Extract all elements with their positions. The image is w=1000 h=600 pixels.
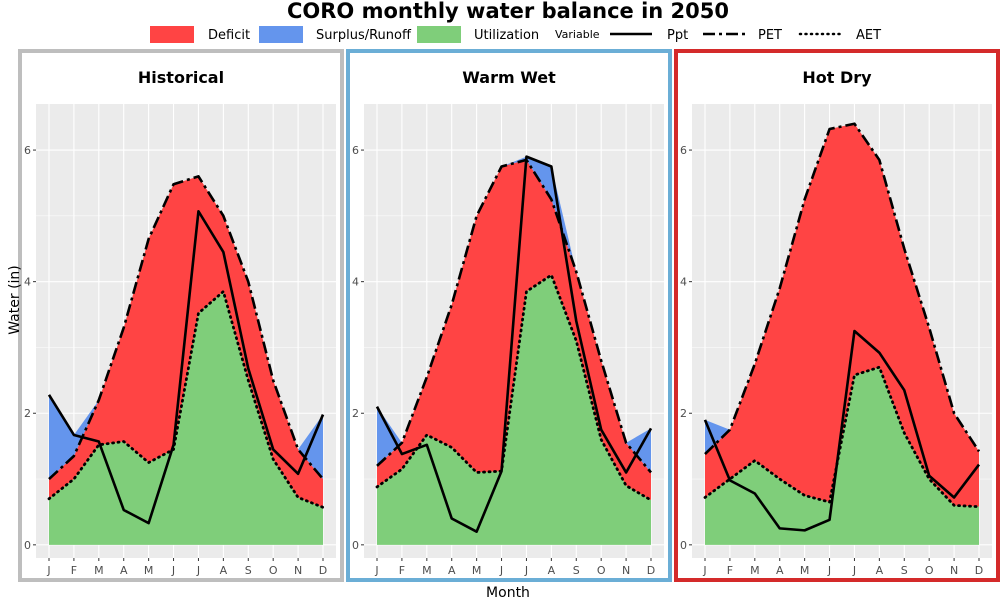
- x-tick-label: J: [46, 564, 50, 577]
- legend-line-title: Variable: [555, 28, 600, 41]
- x-axis-label: Month: [486, 585, 530, 600]
- x-tick-label: J: [852, 564, 856, 577]
- legend-label-utilization: Utilization: [474, 28, 539, 43]
- y-axis-label: Water (in): [7, 265, 23, 335]
- x-tick-label: D: [319, 564, 327, 577]
- series-line-aet: [703, 365, 981, 509]
- panel-border: [674, 49, 1000, 582]
- y-tick-label: 4: [24, 276, 31, 289]
- panel-hot-dry: 0 2 4 6 J F M A M J J A S O N D Hot Dry: [674, 49, 1000, 582]
- x-tick-label: M: [472, 564, 482, 577]
- x-tick-label: N: [622, 564, 630, 577]
- x-tick-label: M: [422, 564, 432, 577]
- panel-warm-wet: 0 2 4 6 J F M A M J J A S O N D Warm Wet: [346, 49, 672, 582]
- series-line-aet: [375, 273, 653, 502]
- series-line-pet: [48, 175, 324, 480]
- series-line-pet: [704, 122, 981, 455]
- x-tick-label: A: [120, 564, 128, 577]
- panel-border: [346, 49, 672, 582]
- area-deficit: [49, 176, 323, 508]
- x-tick-label: N: [294, 564, 302, 577]
- x-tick-label: J: [827, 564, 831, 577]
- series-line-ppt: [703, 329, 981, 532]
- legend-swatch-utilization: [417, 26, 461, 43]
- x-tick-label: J: [702, 564, 706, 577]
- y-tick-label: 2: [352, 407, 359, 420]
- x-tick-label: A: [776, 564, 784, 577]
- x-tick-label: J: [524, 564, 528, 577]
- y-tick-label: 6: [352, 144, 359, 157]
- x-tick-label: J: [374, 564, 378, 577]
- x-tick-label: O: [925, 564, 934, 577]
- x-tick-label: M: [144, 564, 154, 577]
- x-tick-label: M: [800, 564, 810, 577]
- legend-swatch-deficit: [150, 26, 194, 43]
- y-tick-label: 6: [24, 144, 31, 157]
- x-tick-label: S: [573, 564, 580, 577]
- x-tick-label: O: [597, 564, 606, 577]
- x-tick-label: S: [245, 564, 252, 577]
- panel-title: Historical: [138, 68, 224, 87]
- x-tick-label: F: [399, 564, 405, 577]
- chart-title: CORO monthly water balance in 2050: [287, 0, 729, 23]
- series-line-ppt: [375, 155, 653, 533]
- panel-title: Hot Dry: [802, 68, 872, 87]
- x-tick-label: A: [548, 564, 556, 577]
- legend: Deficit Surplus/Runoff Utilization Variable…: [150, 26, 881, 43]
- x-tick-label: M: [94, 564, 104, 577]
- y-tick-label: 0: [352, 539, 359, 552]
- x-tick-label: J: [499, 564, 503, 577]
- y-tick-label: 0: [24, 539, 31, 552]
- legend-label-deficit: Deficit: [208, 28, 250, 43]
- panel-title: Warm Wet: [462, 68, 556, 87]
- x-tick-label: M: [750, 564, 760, 577]
- series-line-aet: [47, 290, 325, 509]
- x-tick-label: D: [975, 564, 983, 577]
- x-tick-label: A: [876, 564, 884, 577]
- area-utilization: [705, 367, 979, 545]
- panel-border: [18, 49, 344, 582]
- y-tick-label: 6: [680, 144, 687, 157]
- x-tick-label: J: [171, 564, 175, 577]
- y-tick-label: 4: [352, 276, 359, 289]
- legend-label-pet: PET: [758, 28, 782, 43]
- x-tick-label: F: [71, 564, 77, 577]
- x-tick-label: D: [647, 564, 655, 577]
- legend-label-aet: AET: [856, 28, 881, 43]
- legend-swatch-surplus-runoff: [259, 26, 303, 43]
- facet-panels: 0 2 4 6 J F M A M J J A S O N D Historical 0 2 4 6 J F M A M J J A S O…: [18, 49, 1000, 582]
- series-line-pet: [376, 158, 652, 474]
- x-tick-label: A: [448, 564, 456, 577]
- area-utilization: [377, 275, 651, 545]
- series-line-ppt: [47, 209, 325, 525]
- x-tick-label: A: [220, 564, 228, 577]
- x-tick-label: S: [901, 564, 908, 577]
- x-tick-label: O: [269, 564, 278, 577]
- y-tick-label: 2: [680, 407, 687, 420]
- area-utilization: [49, 291, 323, 545]
- y-tick-label: 0: [680, 539, 687, 552]
- x-tick-label: J: [196, 564, 200, 577]
- x-tick-label: N: [950, 564, 958, 577]
- y-tick-label: 4: [680, 276, 687, 289]
- panel-historical: 0 2 4 6 J F M A M J J A S O N D Historical: [18, 49, 344, 582]
- y-tick-label: 2: [24, 407, 31, 420]
- legend-label-ppt: Ppt: [667, 28, 688, 43]
- x-tick-label: F: [727, 564, 733, 577]
- legend-label-surplus-runoff: Surplus/Runoff: [316, 28, 412, 43]
